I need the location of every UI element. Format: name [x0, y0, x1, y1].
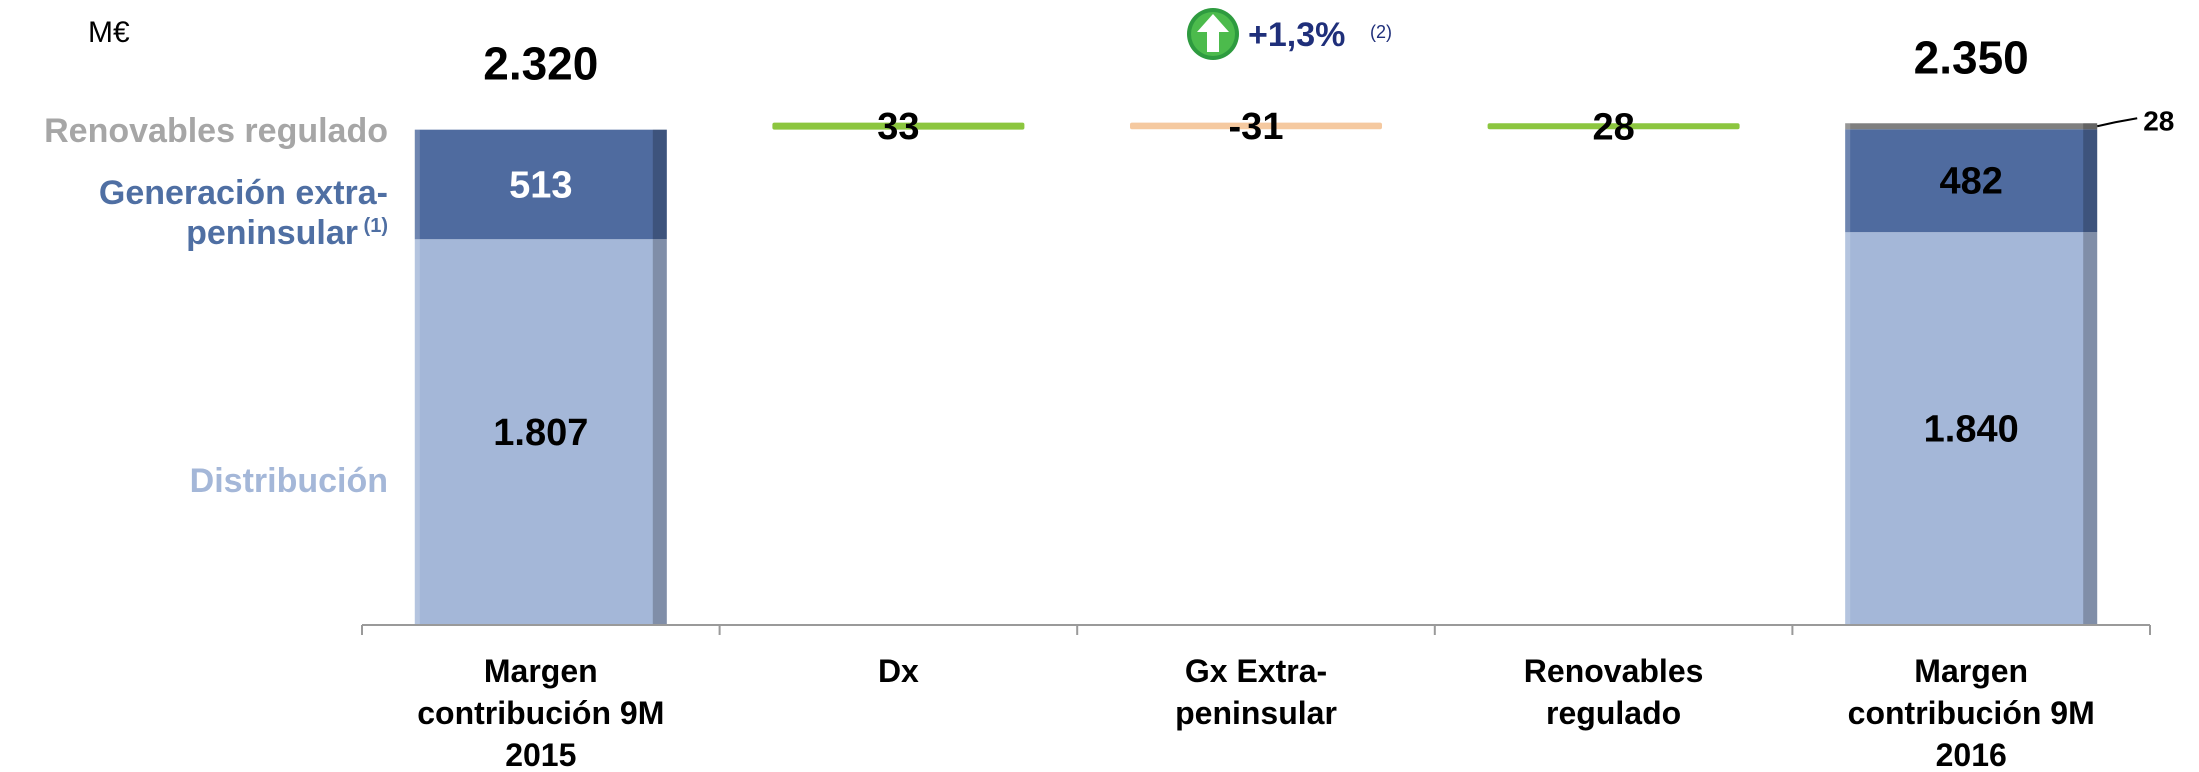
bar-segment: [1845, 129, 2098, 233]
segment-leader-line: [2096, 117, 2138, 128]
bar-segment-highlight: [414, 129, 420, 240]
segment-value-label: 1.807: [493, 412, 588, 454]
bar-segment: [1845, 123, 2098, 130]
growth-note: (2): [1370, 22, 1392, 42]
total-value-label: 2.320: [483, 38, 598, 90]
bar-segment: [1845, 232, 2098, 625]
bar-segment-highlight: [1845, 129, 1851, 233]
category-label: Renovables regulado: [1524, 653, 1704, 731]
bar-segment: [414, 239, 667, 625]
category-label: Gx Extra-peninsular: [1175, 653, 1337, 731]
total-value-label: 2.350: [1914, 31, 2029, 83]
delta-bar: [1487, 123, 1740, 130]
bar-segment-shade: [652, 239, 667, 625]
unit-label: M€: [88, 16, 130, 49]
bar-segment-highlight: [414, 239, 420, 625]
segment-value-label: 513: [509, 164, 572, 206]
up-arrow-icon: [1187, 8, 1239, 60]
segment-value-label: 28: [2143, 105, 2174, 136]
segment-value-label: 482: [1939, 161, 2002, 203]
bar-segment-highlight: [1845, 232, 1851, 625]
bar-segment-shade: [2083, 232, 2098, 625]
legend-superscript: (1): [364, 215, 388, 237]
bar-segment-shade: [2083, 123, 2098, 130]
bar-segment-shade: [2083, 129, 2098, 233]
x-axis: Margen contribución 9M 2015 Dx Gx Extra-peni…: [361, 624, 2151, 772]
bar-segment-shade: [652, 129, 667, 240]
bar-segment: [414, 129, 667, 240]
bar-segment-highlight: [1845, 123, 1851, 130]
legend-label: Generación extra-peninsular: [99, 174, 388, 252]
bars: 1.807 513 2.320 1.840 482 28 2.350 33 -31 28: [414, 31, 2174, 625]
legend-label: Distribución: [190, 462, 388, 500]
legend-label: Renovables regulado: [44, 112, 388, 150]
delta-value-label: -31: [1229, 106, 1284, 148]
growth-indicator: +1,3% (2): [1187, 8, 1392, 60]
segment-value-label: 1.840: [1924, 409, 2019, 451]
category-label: Margen contribución 9M 2015: [417, 653, 664, 772]
category-label: Margen contribución 9M 2016: [1848, 653, 2095, 772]
delta-bar: [1130, 122, 1382, 130]
delta-bar: [772, 122, 1025, 130]
delta-value-label: 33: [877, 106, 919, 148]
legend: Renovables regulado Generación extra-peni…: [44, 112, 388, 500]
growth-value: +1,3%: [1248, 16, 1345, 54]
category-label: Dx: [878, 653, 919, 689]
delta-value-label: 28: [1592, 106, 1634, 148]
